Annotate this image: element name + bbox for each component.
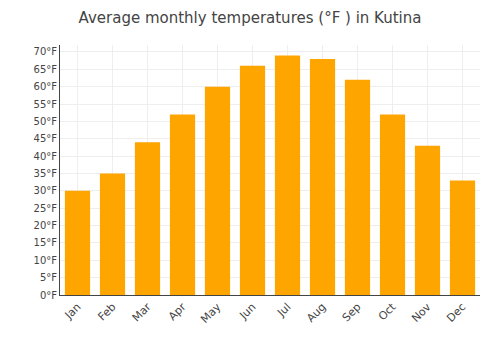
svg-text:Average monthly temperatures (: Average monthly temperatures (°F ) in Ku… bbox=[79, 9, 422, 27]
svg-text:Jan: Jan bbox=[62, 301, 84, 323]
svg-text:Apr: Apr bbox=[166, 300, 189, 323]
svg-text:May: May bbox=[198, 300, 224, 326]
svg-text:20°F: 20°F bbox=[34, 220, 58, 231]
svg-text:Dec: Dec bbox=[444, 301, 468, 325]
svg-text:0°F: 0°F bbox=[40, 290, 57, 301]
svg-text:10°F: 10°F bbox=[34, 255, 58, 266]
svg-text:Feb: Feb bbox=[96, 301, 119, 324]
svg-text:5°F: 5°F bbox=[40, 272, 57, 283]
svg-text:35°F: 35°F bbox=[34, 168, 58, 179]
svg-text:45°F: 45°F bbox=[34, 133, 58, 144]
svg-text:Jul: Jul bbox=[274, 301, 293, 320]
svg-text:30°F: 30°F bbox=[34, 185, 58, 196]
svg-text:50°F: 50°F bbox=[34, 116, 58, 127]
svg-text:Oct: Oct bbox=[376, 300, 399, 323]
svg-text:Aug: Aug bbox=[304, 301, 328, 325]
svg-text:Mar: Mar bbox=[130, 300, 154, 324]
svg-text:70°F: 70°F bbox=[34, 46, 58, 57]
svg-text:15°F: 15°F bbox=[34, 237, 58, 248]
svg-text:Sep: Sep bbox=[340, 301, 364, 325]
svg-text:Nov: Nov bbox=[409, 300, 434, 325]
svg-text:55°F: 55°F bbox=[34, 99, 58, 110]
svg-text:25°F: 25°F bbox=[34, 203, 58, 214]
svg-text:40°F: 40°F bbox=[34, 151, 58, 162]
svg-text:Jun: Jun bbox=[236, 300, 258, 322]
svg-text:65°F: 65°F bbox=[34, 64, 58, 75]
svg-text:60°F: 60°F bbox=[34, 81, 58, 92]
